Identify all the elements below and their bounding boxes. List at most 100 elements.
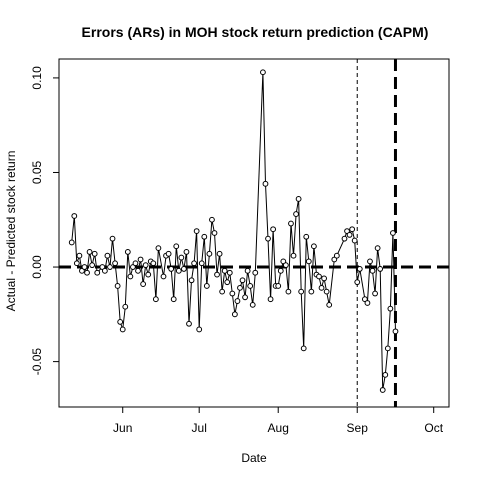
data-point — [237, 284, 243, 291]
data-point — [244, 267, 251, 274]
data-point — [321, 275, 327, 282]
data-point — [249, 301, 256, 308]
data-point — [260, 69, 266, 76]
data-point — [303, 233, 310, 240]
data-point — [367, 258, 373, 265]
data-point — [275, 283, 282, 289]
data-point — [137, 256, 144, 263]
data-point — [203, 283, 210, 289]
data-point — [377, 266, 384, 272]
data-point — [379, 387, 386, 393]
data-point — [239, 277, 246, 284]
data-point — [224, 279, 231, 286]
chart-title: Errors (ARs) in MOH stock return predict… — [82, 24, 429, 40]
data-point — [89, 262, 96, 269]
data-point — [112, 260, 118, 267]
data-point — [76, 252, 83, 259]
y-tick-label: 0.10 — [30, 66, 44, 90]
data-point — [188, 277, 195, 284]
data-point — [295, 196, 302, 202]
data-point — [145, 271, 152, 278]
data-point — [135, 267, 141, 274]
data-point — [91, 250, 98, 257]
data-point — [209, 216, 215, 223]
data-point — [165, 250, 172, 257]
data-point — [282, 262, 289, 269]
data-point — [181, 266, 187, 272]
y-axis-label: Actual - Predicted stock return — [4, 151, 18, 312]
data-point — [234, 298, 241, 304]
data-point — [178, 254, 185, 261]
data-point — [155, 245, 162, 252]
data-point — [382, 371, 389, 378]
data-point — [384, 345, 391, 352]
x-tick-label: Aug — [268, 421, 289, 435]
data-point — [293, 211, 299, 217]
data-point — [119, 326, 126, 333]
data-point — [267, 296, 274, 303]
data-point — [175, 267, 182, 274]
x-tick-label: Jul — [192, 421, 207, 435]
data-point — [346, 231, 353, 238]
data-point — [372, 290, 378, 297]
data-point — [221, 267, 228, 274]
data-point — [356, 266, 363, 272]
data-point — [270, 226, 277, 233]
x-tick-label: Jun — [113, 421, 132, 435]
data-point — [193, 228, 200, 235]
data-point — [392, 328, 399, 335]
data-point — [94, 269, 101, 276]
data-point — [290, 252, 297, 259]
data-point — [262, 180, 269, 187]
data-point — [124, 249, 131, 255]
series-line — [71, 72, 396, 391]
data-point — [152, 296, 159, 303]
data-point — [316, 273, 322, 280]
data-point — [142, 262, 149, 269]
data-point — [300, 345, 307, 352]
data-point — [183, 249, 190, 255]
data-point — [216, 250, 223, 257]
data-point — [387, 305, 394, 312]
data-point — [109, 235, 116, 242]
data-point — [117, 318, 124, 325]
data-point — [73, 260, 80, 267]
data-point — [214, 271, 220, 278]
data-point — [132, 260, 139, 267]
data-point — [122, 303, 129, 310]
data-point — [101, 267, 108, 274]
x-tick-label: Sep — [347, 421, 369, 435]
data-point — [81, 264, 88, 270]
y-tick-label: -0.05 — [30, 348, 44, 376]
data-point — [127, 273, 134, 280]
data-point — [114, 283, 121, 289]
data-point — [288, 220, 294, 227]
data-point — [351, 237, 358, 244]
data-point — [170, 296, 177, 303]
data-point — [305, 258, 312, 265]
data-point — [104, 252, 111, 259]
data-point — [160, 273, 167, 280]
data-point — [229, 290, 236, 297]
data-point — [191, 260, 197, 267]
x-tick-label: Oct — [424, 421, 443, 435]
data-point — [206, 250, 213, 257]
data-point — [364, 300, 371, 306]
data-point — [277, 267, 284, 274]
data-point — [107, 264, 113, 270]
data-point — [247, 283, 254, 289]
data-point — [390, 230, 396, 236]
data-point — [341, 235, 348, 242]
data-point — [311, 243, 317, 250]
data-point — [226, 269, 233, 276]
data-point — [323, 288, 330, 295]
x-axis-label: Date — [241, 451, 267, 465]
data-point — [198, 260, 205, 267]
data-point — [68, 239, 75, 246]
data-point — [173, 243, 180, 250]
data-point — [349, 226, 356, 233]
data-point — [374, 245, 381, 252]
data-point — [231, 311, 238, 318]
data-point — [186, 320, 192, 327]
